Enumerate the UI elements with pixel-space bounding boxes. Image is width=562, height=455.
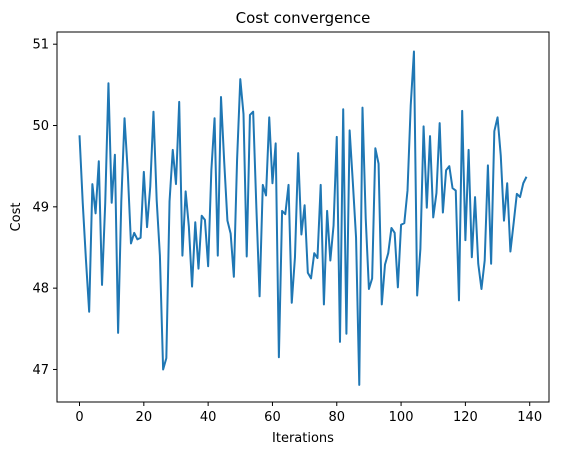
x-tick-label: 40 <box>200 410 217 425</box>
series-line-0 <box>78 50 528 386</box>
y-axis-label: Cost <box>9 203 24 232</box>
chart-title: Cost convergence <box>236 9 371 27</box>
x-axis: 0 20 40 60 80 100 120 140 <box>75 402 542 425</box>
y-tick-label: 47 <box>32 363 49 378</box>
x-tick-label: 80 <box>328 410 345 425</box>
x-tick-label: 100 <box>389 410 414 425</box>
y-tick-label: 50 <box>32 119 49 134</box>
x-tick-label: 140 <box>517 410 542 425</box>
plot-area <box>78 50 528 386</box>
x-tick-label: 0 <box>75 410 83 425</box>
y-tick-label: 48 <box>32 282 49 297</box>
y-tick-label: 51 <box>32 38 49 53</box>
x-tick-label: 120 <box>453 410 478 425</box>
y-tick-label: 49 <box>32 200 49 215</box>
axes-frame <box>56 31 550 403</box>
y-axis: 47 48 49 50 51 <box>32 38 57 378</box>
x-tick-label: 60 <box>264 410 281 425</box>
x-axis-label: Iterations <box>272 431 334 446</box>
x-tick-label: 20 <box>136 410 153 425</box>
